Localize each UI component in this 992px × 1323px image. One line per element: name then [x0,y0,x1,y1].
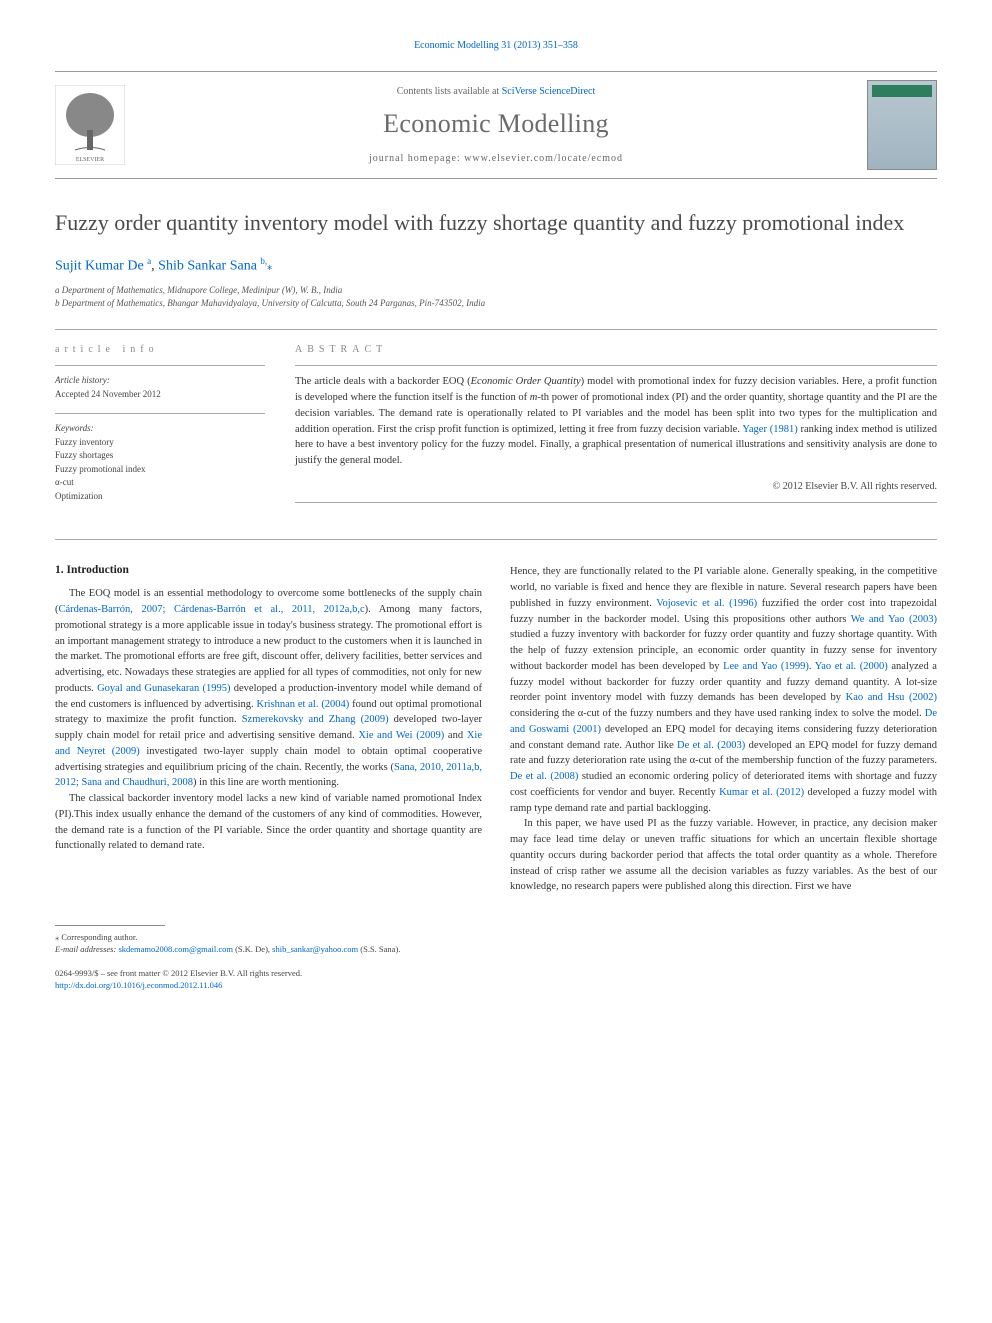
author-1[interactable]: Sujit Kumar De [55,258,144,273]
ref-krishnan-2004[interactable]: Krishnan et al. (2004) [257,699,350,710]
contents-available: Contents lists available at SciVerse Sci… [145,86,847,97]
email-line: E-mail addresses: skdemamo2008.com@gmail… [55,944,937,956]
author-2[interactable]: Shib Sankar Sana [158,258,257,273]
ref-yager-1981[interactable]: Yager (1981) [742,424,797,435]
section-1-heading: 1. Introduction [55,564,482,576]
keyword: Fuzzy promotional index [55,464,145,474]
ref-de-2008[interactable]: De et al. (2008) [510,771,578,782]
homepage-url[interactable]: www.elsevier.com/locate/ecmod [464,153,623,164]
article-title: Fuzzy order quantity inventory model wit… [55,209,937,238]
affiliation-b: b Department of Mathematics, Bhangar Mah… [55,297,937,310]
ref-kao-hsu-2002[interactable]: Kao and Hsu (2002) [846,692,937,703]
keyword: Optimization [55,491,103,501]
info-abstract-row: article info Article history: Accepted 2… [55,344,937,515]
body-col-right: Hence, they are functionally related to … [510,564,937,895]
svg-text:ELSEVIER: ELSEVIER [76,157,104,163]
abstract-heading: abstract [295,344,937,355]
keyword: Fuzzy shortages [55,450,113,460]
footer-left: 0264-9993/$ – see front matter © 2012 El… [55,968,302,992]
ref-cardenas[interactable]: Cárdenas-Barrón, 2007; Cárdenas-Barrón e… [59,604,365,615]
ref-we-yao-2003[interactable]: We and Yao (2003) [851,614,937,625]
divider [55,539,937,540]
body-text-right: Hence, they are functionally related to … [510,564,937,895]
journal-cover-thumb [867,80,937,170]
ref-vojosevic-1996[interactable]: Vojosevic et al. (1996) [656,598,757,609]
affiliations: a Department of Mathematics, Midnapore C… [55,284,937,309]
keywords-block: Keywords: Fuzzy inventory Fuzzy shortage… [55,422,265,503]
article-history: Article history: Accepted 24 November 20… [55,374,265,401]
scidirect-link[interactable]: SciVerse ScienceDirect [502,86,596,97]
journal-homepage: journal homepage: www.elsevier.com/locat… [145,153,847,164]
abstract-copyright: © 2012 Elsevier B.V. All rights reserved… [295,481,937,492]
journal-name: Economic Modelling [145,109,847,139]
keyword: α-cut [55,477,74,487]
authors-line: Sujit Kumar De a, Shib Sankar Sana b,⁎ [55,256,937,275]
abstract-col: abstract The article deals with a backor… [295,344,937,515]
ref-xie-wei-2009[interactable]: Xie and Wei (2009) [358,730,444,741]
body-columns: 1. Introduction The EOQ model is an esse… [55,564,937,895]
affiliation-a: a Department of Mathematics, Midnapore C… [55,284,937,297]
ref-szmerekovsky-2009[interactable]: Szmerekovsky and Zhang (2009) [242,714,389,725]
divider [55,329,937,330]
citation-line: Economic Modelling 31 (2013) 351–358 [55,40,937,51]
body-col-left: 1. Introduction The EOQ model is an esse… [55,564,482,895]
email-1[interactable]: skdemamo2008.com@gmail.com [118,944,233,954]
article-info-col: article info Article history: Accepted 2… [55,344,265,515]
ref-yao-2000[interactable]: Yao et al. (2000) [815,661,888,672]
body-text-left: The EOQ model is an essential methodolog… [55,586,482,854]
ref-lee-yao-1999[interactable]: Lee and Yao (1999) [723,661,809,672]
ref-goyal-1995[interactable]: Goyal and Gunasekaran (1995) [97,683,230,694]
article-info-heading: article info [55,344,265,355]
email-2[interactable]: shib_sankar@yahoo.com [272,944,358,954]
doi-link[interactable]: http://dx.doi.org/10.1016/j.econmod.2012… [55,980,222,990]
corresponding-mark[interactable]: ⁎ [267,261,272,272]
header-center: Contents lists available at SciVerse Sci… [125,86,867,164]
header-bar: ELSEVIER Contents lists available at Sci… [55,71,937,179]
ref-de-2003[interactable]: De et al. (2003) [677,740,745,751]
ref-kumar-2012[interactable]: Kumar et al. (2012) [719,787,804,798]
citation-link[interactable]: Economic Modelling 31 (2013) 351–358 [414,40,578,51]
issn-copyright: 0264-9993/$ – see front matter © 2012 El… [55,968,302,980]
keyword: Fuzzy inventory [55,437,114,447]
abstract-text: The article deals with a backorder EOQ (… [295,374,937,469]
corresponding-author-note: ⁎ Corresponding author. [55,932,937,944]
elsevier-tree-logo: ELSEVIER [55,85,125,165]
footer: ⁎ Corresponding author. E-mail addresses… [55,925,937,992]
